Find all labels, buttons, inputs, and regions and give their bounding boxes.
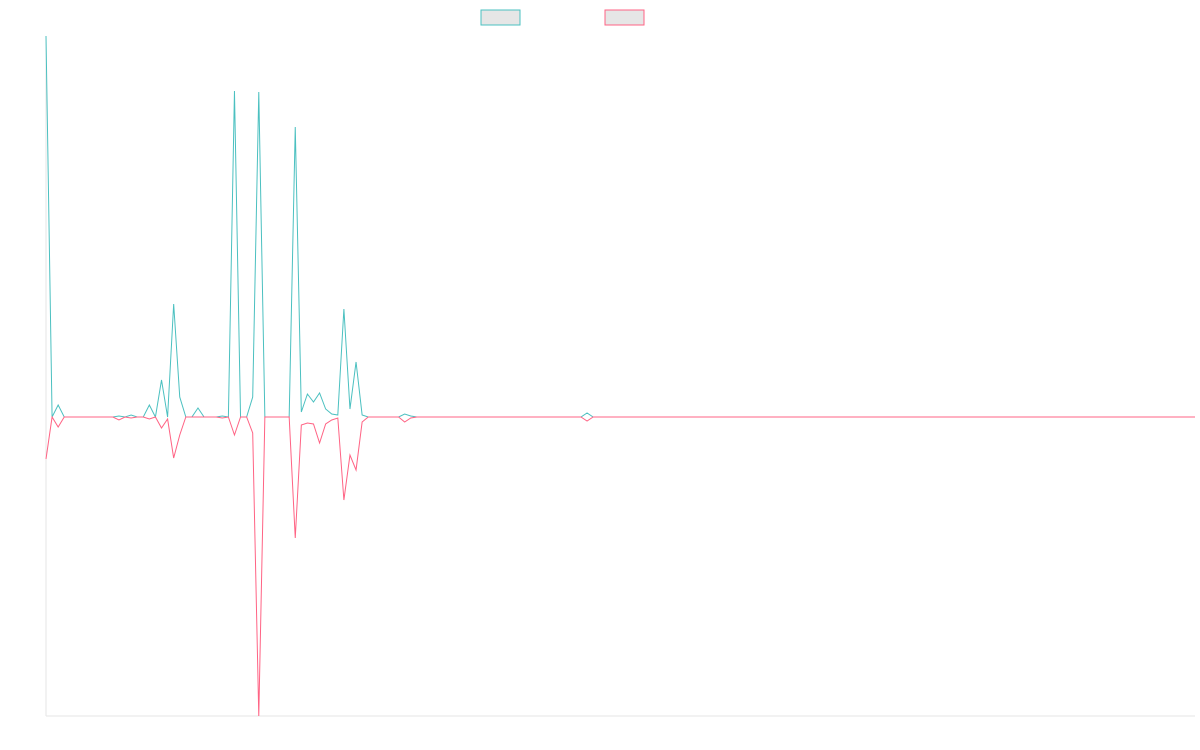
legend-swatch bbox=[480, 9, 521, 26]
series-line bbox=[45, 35, 1195, 419]
series-line bbox=[45, 415, 1195, 717]
legend-swatch bbox=[604, 9, 645, 26]
